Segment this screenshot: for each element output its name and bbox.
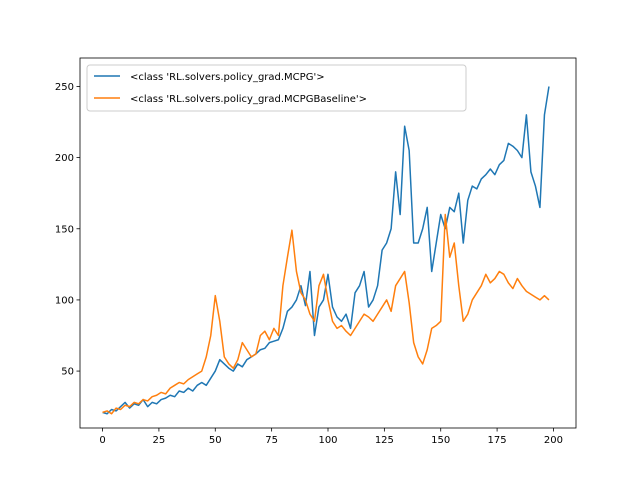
x-tick-label: 175 [488, 435, 507, 446]
series-layer [102, 86, 550, 415]
x-tick-label: 125 [375, 435, 394, 446]
y-tick-label: 100 [55, 295, 74, 306]
legend-label-mcpg: <class 'RL.solvers.policy_grad.MCPG'> [130, 72, 325, 83]
x-axis: 0 25 50 75 100 125 150 175 200 [99, 428, 563, 446]
series-line-1 [102, 213, 550, 415]
x-tick-label: 200 [544, 435, 563, 446]
y-tick-label: 50 [61, 367, 74, 378]
x-tick-label: 25 [153, 435, 166, 446]
legend-box [86, 64, 467, 112]
x-tick-label: 50 [209, 435, 222, 446]
x-tick-label: 100 [318, 435, 337, 446]
y-axis: 50 100 150 200 250 [55, 82, 80, 378]
legend: <class 'RL.solvers.policy_grad.MCPG'> <c… [86, 64, 467, 112]
x-tick-label: 0 [99, 435, 105, 446]
y-tick-label: 250 [55, 82, 74, 93]
x-tick-label: 150 [431, 435, 450, 446]
legend-label-mcpg-baseline: <class 'RL.solvers.policy_grad.MCPGBasel… [130, 94, 367, 105]
x-tick-label: 75 [265, 435, 278, 446]
y-tick-label: 150 [55, 224, 74, 235]
y-tick-label: 200 [55, 153, 74, 164]
